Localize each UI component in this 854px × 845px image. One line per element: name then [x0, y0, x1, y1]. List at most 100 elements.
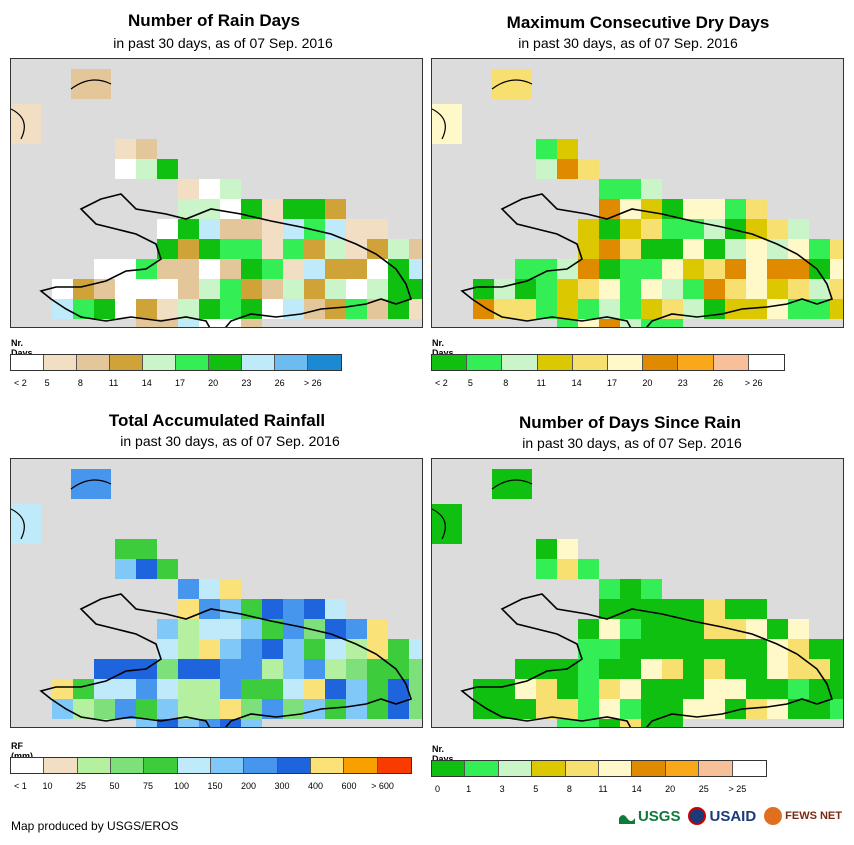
grid-cell [599, 719, 620, 727]
legend-label: 8 [77, 378, 83, 388]
grid-cell [409, 679, 422, 699]
grid-cell [683, 299, 704, 319]
grid-cell [220, 199, 241, 219]
legend-swatch [344, 758, 378, 773]
grid-cell [199, 239, 220, 259]
grid-cell [788, 299, 809, 319]
legend-swatch [632, 761, 666, 776]
grid-cell [73, 279, 94, 299]
grid-cell [704, 259, 725, 279]
legend-color-bar [431, 760, 767, 777]
legend-label: > 26 [744, 378, 763, 388]
partner-logos: USGS USAID FEWS NET [618, 807, 842, 825]
grid-cell [220, 279, 241, 299]
grid-cell [704, 619, 725, 639]
grid-cell [367, 239, 388, 259]
grid-cell [725, 279, 746, 299]
grid-cell [620, 619, 641, 639]
legend-swatch [210, 758, 245, 773]
fewsnet-globe-icon [764, 807, 783, 825]
grid-cell [725, 679, 746, 699]
legend-swatch [11, 355, 44, 370]
grid-cell [367, 299, 388, 319]
grid-cell [432, 104, 462, 144]
legend-swatch [665, 761, 700, 776]
legend-swatch [377, 758, 411, 773]
grid-cell [641, 619, 662, 639]
grid-cell [683, 659, 704, 679]
grid-cell [346, 259, 367, 279]
grid-cell [262, 619, 283, 639]
grid-cell [473, 679, 494, 699]
grid-cell [94, 259, 115, 279]
grid-cell [473, 279, 494, 299]
grid-cell [494, 299, 515, 319]
legend-swatch [502, 355, 538, 370]
grid-cell [199, 719, 220, 727]
legend-swatch [275, 355, 308, 370]
grid-cell [157, 719, 178, 727]
grid-cell [432, 504, 462, 544]
grid-cell [115, 539, 136, 559]
legend-label: 14 [631, 784, 642, 794]
grid-cell [136, 719, 157, 727]
grid-cell [136, 699, 157, 719]
grid-cell [746, 639, 767, 659]
grid-cell [388, 639, 409, 659]
legend-swatch [565, 761, 599, 776]
grid-cell [115, 139, 136, 159]
grid-cell [199, 679, 220, 699]
legend-swatch [537, 355, 573, 370]
legend-label: 25 [698, 784, 709, 794]
grid-cell [515, 679, 536, 699]
grid-cell [241, 279, 262, 299]
legend-swatch [572, 355, 608, 370]
legend-swatch [607, 355, 644, 370]
grid-cell [241, 679, 262, 699]
grid-cell [515, 659, 536, 679]
legend-label: 100 [173, 781, 190, 791]
legend-label: 26 [274, 378, 285, 388]
grid-cell [220, 319, 241, 327]
legend-label: 20 [665, 784, 676, 794]
grid-cell [746, 199, 767, 219]
grid-cell [241, 199, 262, 219]
fewsnet-logo: FEWS NET [764, 807, 842, 825]
grid-cell [662, 279, 683, 299]
legend-swatch [432, 355, 468, 370]
grid-cell [536, 699, 557, 719]
grid-cell [809, 639, 830, 659]
grid-cell [620, 319, 641, 327]
grid-cell [115, 659, 136, 679]
grid-cell [683, 199, 704, 219]
grid-cell [683, 279, 704, 299]
grid-cell [157, 299, 178, 319]
grid-cell [262, 259, 283, 279]
grid-cell [262, 699, 283, 719]
legend-labels: < 2 5 8 11 14 17 20 23 26 > 26 [431, 378, 785, 390]
legend-swatch [176, 355, 209, 370]
legend-title: RF (mm) [11, 741, 33, 761]
legend-swatch [110, 355, 143, 370]
grid-cell [136, 159, 157, 179]
grid-cell [578, 699, 599, 719]
grid-cell [262, 679, 283, 699]
grid-cell [725, 619, 746, 639]
grid-cell [599, 659, 620, 679]
grid-cell [599, 679, 620, 699]
grid-cell [325, 299, 346, 319]
grid-cell [220, 299, 241, 319]
grid-cell [199, 639, 220, 659]
grid-cell [809, 679, 830, 699]
grid-cell [830, 299, 843, 319]
grid-cell [662, 659, 683, 679]
grid-cell [641, 599, 662, 619]
grid-cell [599, 279, 620, 299]
grid-cell [557, 719, 578, 727]
legend-label: 23 [241, 378, 252, 388]
rain-days-map [10, 58, 423, 328]
grid-cell [178, 319, 199, 327]
grid-cell [620, 579, 641, 599]
grid-cell [367, 679, 388, 699]
legend-label: > 26 [303, 378, 322, 388]
